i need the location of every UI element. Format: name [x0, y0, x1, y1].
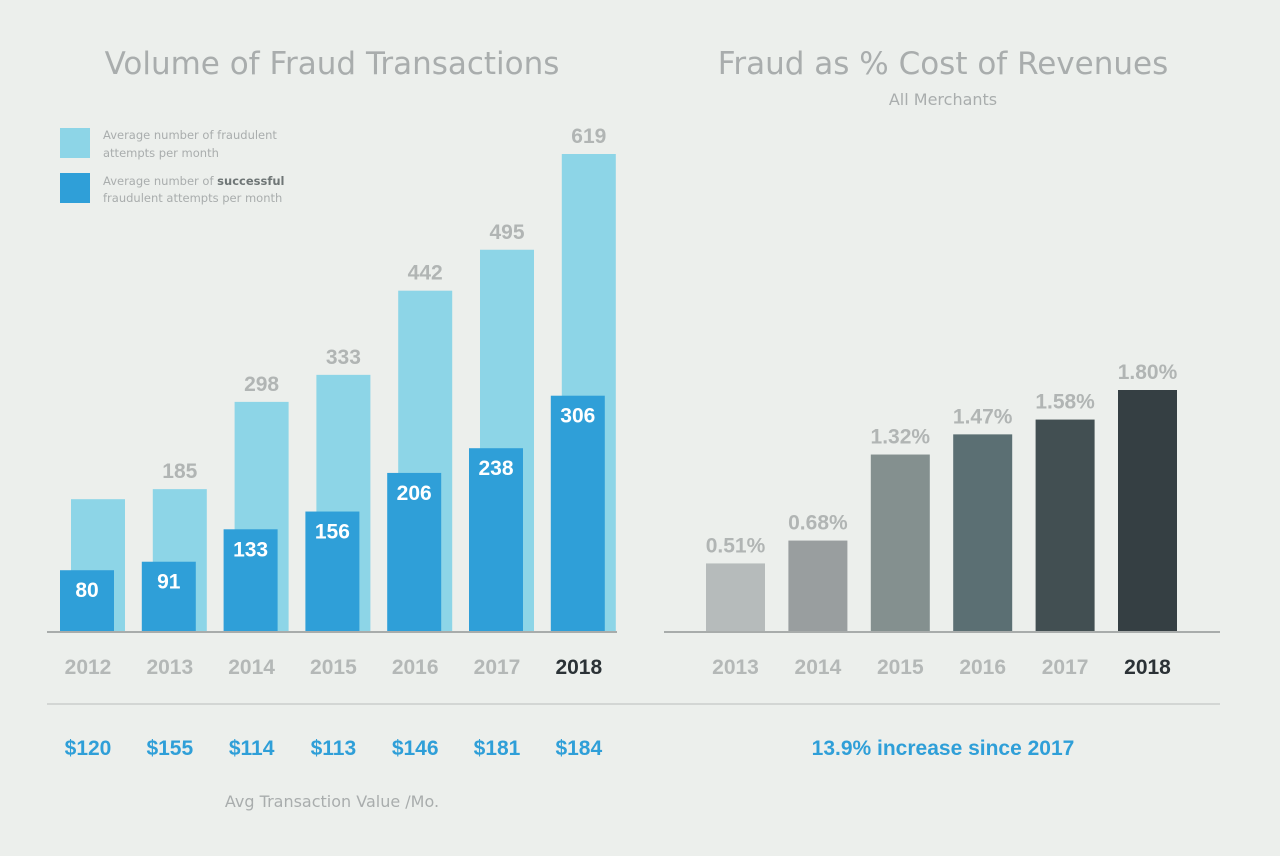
legend-label-attempts-line1: Average number of fraudulent — [103, 128, 277, 142]
label-cost-2014: 0.68% — [788, 512, 848, 535]
bar-successful-2012 — [60, 570, 114, 632]
bar-successful-2014 — [223, 529, 278, 632]
avg-transaction-caption: Avg Transaction Value /Mo. — [225, 792, 439, 811]
label-successful-2013: 91 — [157, 571, 181, 594]
bar-successful-2015 — [305, 511, 360, 632]
bar-cost-2017 — [1035, 419, 1095, 632]
avg-value-2014: $114 — [229, 737, 275, 760]
right-chart-title: Fraud as % Cost of Revenues — [718, 46, 1168, 82]
right-year-label-2018: 2018 — [1124, 656, 1171, 679]
label-successful-2017: 238 — [478, 457, 513, 480]
left-year-label-2017: 2017 — [474, 656, 521, 679]
left-year-label-2014: 2014 — [228, 656, 275, 679]
legend: Average number of fraudulent attempts pe… — [60, 128, 284, 205]
label-attempts-2017: 495 — [489, 221, 524, 244]
bar-successful-2018 — [550, 395, 605, 632]
left-year-label-2012: 2012 — [65, 656, 112, 679]
label-attempts-2018: 619 — [571, 125, 606, 148]
left-year-label-2018: 2018 — [555, 656, 602, 679]
label-successful-2012: 80 — [75, 579, 98, 602]
left-chart-title: Volume of Fraud Transactions — [105, 46, 560, 82]
label-cost-2016: 1.47% — [953, 405, 1013, 428]
bar-cost-2014 — [788, 540, 848, 632]
right-chart-subtitle: All Merchants — [889, 90, 997, 109]
avg-value-2016: $146 — [392, 737, 439, 760]
label-cost-2013: 0.51% — [706, 534, 766, 557]
legend-label-successful-line2: fraudulent attempts per month — [103, 191, 282, 205]
avg-value-2015: $113 — [311, 737, 357, 760]
bar-cost-2018 — [1118, 390, 1177, 632]
legend-text-part: Average number of — [103, 174, 217, 188]
label-successful-2016: 206 — [397, 482, 432, 505]
label-successful-2018: 306 — [560, 405, 595, 428]
right-year-label-2017: 2017 — [1042, 656, 1089, 679]
legend-label-attempts-line2: attempts per month — [103, 146, 219, 160]
bar-cost-2015 — [870, 454, 930, 632]
bar-successful-2017 — [469, 448, 523, 632]
left-year-label-2013: 2013 — [146, 656, 193, 679]
bar-successful-2016 — [387, 472, 442, 632]
legend-label-successful-line1: Average number of successful — [103, 174, 284, 188]
left-year-label-2016: 2016 — [392, 656, 439, 679]
avg-value-2018: $184 — [555, 737, 602, 760]
avg-value-2017: $181 — [474, 737, 521, 760]
label-successful-2015: 156 — [315, 521, 350, 544]
legend-text-bold: successful — [217, 174, 284, 188]
label-attempts-2015: 333 — [326, 346, 361, 369]
label-cost-2015: 1.32% — [871, 426, 931, 449]
label-cost-2017: 1.58% — [1035, 391, 1095, 414]
label-attempts-2013: 185 — [162, 460, 197, 483]
avg-value-2012: $120 — [65, 737, 112, 760]
bar-cost-2016 — [953, 434, 1013, 632]
left-year-label-2015: 2015 — [310, 656, 357, 679]
left-chart-bars: 80 2012 185 91 2013 298 133 2014 333 156 2015 442 20… — [60, 125, 616, 679]
right-year-label-2015: 2015 — [877, 656, 924, 679]
right-chart-bars: 0.51% 2013 0.68% 2014 1.32% 2015 1.47% 2016 1.58… — [706, 361, 1178, 679]
label-attempts-2016: 442 — [408, 262, 443, 285]
bar-successful-2013 — [141, 561, 196, 632]
label-successful-2014: 133 — [233, 538, 268, 561]
legend-swatch-attempts — [60, 128, 90, 158]
right-year-label-2013: 2013 — [712, 656, 759, 679]
legend-swatch-successful — [60, 173, 90, 203]
increase-note: 13.9% increase since 2017 — [812, 737, 1075, 760]
label-cost-2018: 1.80% — [1118, 361, 1178, 384]
bar-cost-2013 — [706, 563, 765, 632]
right-year-label-2014: 2014 — [795, 656, 842, 679]
right-year-label-2016: 2016 — [959, 656, 1006, 679]
avg-transaction-row: $120 $155 $114 $113 $146 $181 $184 — [65, 737, 603, 760]
label-attempts-2014: 298 — [244, 373, 279, 396]
avg-value-2013: $155 — [146, 737, 193, 760]
